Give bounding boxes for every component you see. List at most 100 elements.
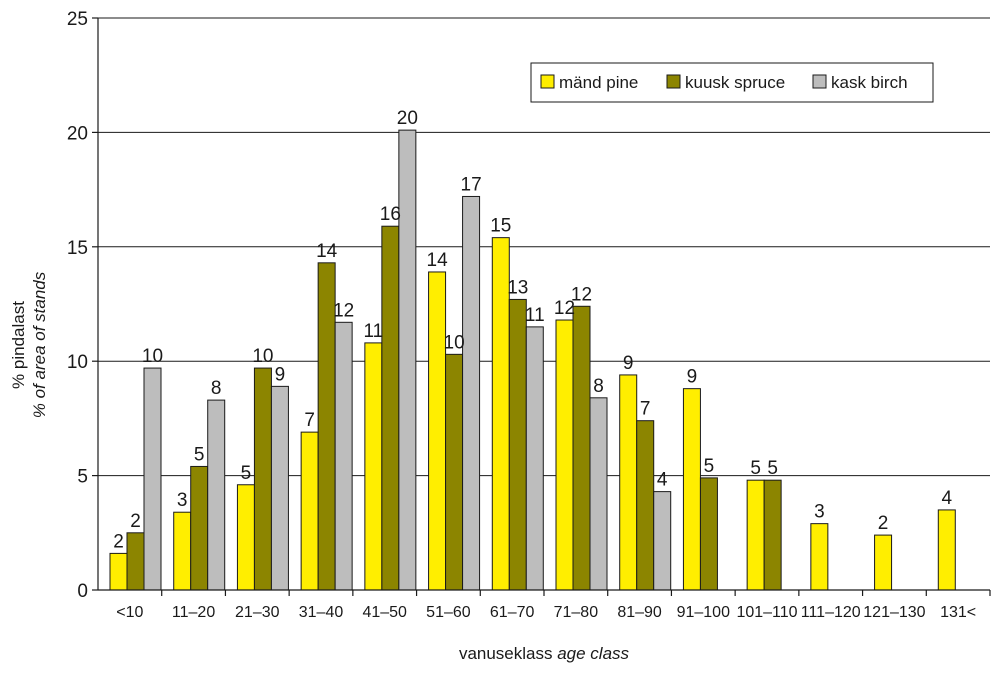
- x-tick-label: 101–110: [736, 604, 797, 621]
- bar-birch: [525, 326, 544, 591]
- bar-spruce: [445, 353, 464, 591]
- bar-spruce: [190, 465, 209, 591]
- data-label: 5: [767, 458, 778, 479]
- data-label: 5: [194, 444, 205, 465]
- x-tick-label: 51–60: [426, 604, 471, 621]
- data-label: 13: [507, 277, 528, 298]
- bar-birch: [462, 195, 481, 591]
- bar-spruce: [572, 305, 591, 591]
- data-label: 3: [177, 490, 188, 511]
- bar-pine: [555, 319, 574, 591]
- data-label: 5: [704, 456, 715, 477]
- y-tick-label: 10: [67, 352, 88, 373]
- data-label: 9: [623, 353, 634, 374]
- data-label: 5: [750, 458, 761, 479]
- bar-birch: [143, 367, 162, 591]
- bar-spruce: [253, 367, 272, 591]
- x-axis-title-italic: age class: [557, 644, 629, 663]
- legend-swatch-birch: [812, 74, 827, 89]
- data-label: 8: [211, 378, 222, 399]
- data-label: 12: [554, 298, 575, 319]
- bar-pine: [619, 374, 638, 591]
- x-tick-label: 61–70: [490, 604, 535, 621]
- data-label: 8: [593, 376, 604, 397]
- legend-label-spruce: kuusk spruce: [685, 73, 785, 92]
- bar-pine: [364, 342, 383, 591]
- bar-spruce: [381, 225, 400, 591]
- data-label: 12: [571, 284, 592, 305]
- bar-pine: [300, 431, 319, 591]
- bar-pine: [874, 534, 893, 591]
- y-axis-title-line1: % pindalast: [9, 301, 28, 389]
- legend-label-birch: kask birch: [831, 73, 908, 92]
- x-tick-label: 91–100: [677, 604, 730, 621]
- bar-pine: [428, 271, 447, 591]
- y-tick-label: 5: [77, 467, 88, 488]
- bar-birch: [207, 399, 226, 591]
- data-label: 11: [363, 321, 383, 342]
- data-label: 2: [878, 513, 889, 534]
- x-tick-label: 11–20: [172, 604, 215, 621]
- bar-birch: [398, 129, 417, 591]
- legend: mänd pine kuusk spruce kask birch: [530, 62, 934, 103]
- bar-birch: [270, 385, 289, 591]
- legend-swatch-spruce: [666, 74, 681, 89]
- data-label: 11: [525, 305, 545, 326]
- data-label: 14: [427, 250, 449, 271]
- data-label: 16: [380, 204, 401, 225]
- data-label: 2: [113, 531, 124, 552]
- data-label: 4: [657, 470, 668, 491]
- data-label: 10: [252, 346, 273, 367]
- bar-birch: [334, 321, 353, 591]
- bar-birch: [653, 491, 672, 591]
- y-tick-label: 25: [67, 9, 88, 30]
- legend-swatch-pine: [540, 74, 555, 89]
- bar-spruce: [636, 420, 655, 591]
- data-label: 10: [142, 346, 163, 367]
- data-label: 20: [397, 108, 418, 129]
- y-tick-label: 20: [67, 123, 88, 144]
- data-label: 7: [304, 410, 315, 431]
- bars: [109, 129, 956, 591]
- x-tick-label: 41–50: [362, 604, 407, 621]
- data-label: 4: [941, 488, 952, 509]
- x-tick-label: 131<: [940, 604, 976, 621]
- bar-spruce: [763, 479, 782, 591]
- x-tick-label: 121–130: [863, 604, 925, 621]
- y-axis-title-line2: % of area of stands: [30, 271, 49, 418]
- data-label: 2: [130, 511, 141, 532]
- x-tick-label: 81–90: [617, 604, 662, 621]
- x-tick-label: <10: [116, 604, 143, 621]
- y-tick-label: 0: [77, 581, 88, 602]
- bar-pine: [236, 484, 255, 591]
- legend-label-pine: mänd pine: [559, 73, 638, 92]
- data-label: 3: [814, 502, 825, 523]
- bar-pine: [682, 388, 701, 591]
- x-tick-label: 21–30: [235, 604, 280, 621]
- bar-pine: [746, 479, 765, 591]
- data-label: 5: [241, 463, 252, 484]
- data-label: 7: [640, 399, 651, 420]
- bar-spruce: [699, 477, 718, 591]
- data-label: 14: [316, 241, 338, 262]
- gridlines: [98, 17, 990, 477]
- x-tick-label: 111–120: [801, 604, 861, 621]
- x-axis-title-plain: vanuseklass: [459, 644, 557, 663]
- y-tick-label: 15: [67, 238, 88, 259]
- data-label: 10: [444, 332, 465, 353]
- data-label: 17: [461, 174, 482, 195]
- bar-spruce: [126, 532, 145, 591]
- data-label: 9: [275, 364, 286, 385]
- bar-birch: [589, 397, 608, 591]
- data-label: 15: [490, 216, 511, 237]
- x-tick-label: 31–40: [299, 604, 344, 621]
- data-label: 9: [687, 367, 698, 388]
- bar-pine: [173, 511, 192, 591]
- x-axis-title: vanuseklass age class: [459, 644, 630, 663]
- legend-box: [530, 62, 934, 103]
- bar-pine: [810, 523, 829, 591]
- bar-spruce: [508, 298, 527, 591]
